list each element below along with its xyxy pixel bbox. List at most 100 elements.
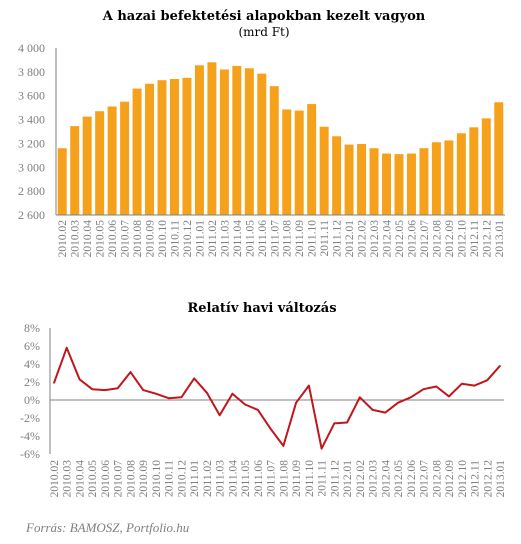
series-point <box>295 401 297 404</box>
line-y-tick-label: 2% <box>24 375 40 389</box>
bar-x-tick-label: 2010.08 <box>132 220 144 258</box>
series-point <box>448 395 450 398</box>
line-x-tick-label: 2010.06 <box>100 460 112 498</box>
series-point <box>308 384 310 387</box>
bar <box>257 73 267 216</box>
bar-x-tick-label: 2011.11 <box>319 220 331 257</box>
line-x-tick-label: 2010.05 <box>87 460 99 498</box>
line-x-tick-label: 2011.09 <box>291 460 303 497</box>
bar <box>481 118 491 215</box>
bar <box>107 106 117 215</box>
bar <box>282 109 292 215</box>
series-line <box>53 346 501 450</box>
bar-x-tick-label: 2011.02 <box>207 220 219 257</box>
line-x-tick-label: 2012.12 <box>482 460 494 498</box>
bar-x-tick-label: 2012.04 <box>382 220 394 258</box>
line-chart-title: Relatív havi változás <box>187 301 336 316</box>
line-x-tick-label: 2011.06 <box>253 460 265 497</box>
bar-x-tick-label: 2011.10 <box>307 220 319 257</box>
line-x-tick-label: 2012.02 <box>355 460 367 498</box>
series-point <box>371 409 374 411</box>
bar-x-tick-label: 2013.01 <box>494 220 506 258</box>
bar-x-tick-label: 2011.03 <box>219 220 231 257</box>
bar-x-tick-label: 2011.01 <box>194 220 206 257</box>
bar-y-tick-label: 3 400 <box>18 113 45 127</box>
series-point <box>282 445 285 447</box>
bar-x-tick-label: 2010.10 <box>157 220 169 258</box>
series-point <box>206 392 208 394</box>
series-point <box>65 347 68 349</box>
line-x-tick-label: 2011.05 <box>240 460 252 497</box>
bar-x-tick-label: 2012.07 <box>419 220 431 258</box>
line-x-tick-label: 2011.01 <box>189 460 201 497</box>
bar-x-tick-label: 2011.09 <box>294 220 306 257</box>
line-x-tick-label: 2011.10 <box>304 460 316 497</box>
series-point <box>155 392 157 395</box>
line-x-tick-label: 2010.12 <box>176 460 188 498</box>
line-x-tick-label: 2010.08 <box>125 460 137 498</box>
bar-x-tick-label: 2012.03 <box>369 220 381 258</box>
bar-y-tick-label: 3 000 <box>18 160 45 174</box>
bar <box>357 144 367 215</box>
line-y-tick-label: 6% <box>24 339 40 353</box>
bar-y-tick-label: 3 200 <box>18 136 45 150</box>
bar <box>120 101 130 215</box>
series-point <box>333 422 336 425</box>
bar <box>419 148 429 215</box>
bar-x-tick-label: 2012.02 <box>357 220 369 258</box>
bar-y-tick-label: 3 800 <box>18 65 45 79</box>
bar <box>82 116 92 215</box>
line-x-tick-label: 2012.07 <box>419 460 431 498</box>
series-point <box>91 388 94 391</box>
bar-x-tick-label: 2012.12 <box>481 220 493 258</box>
series-point <box>499 365 501 367</box>
line-x-tick-label: 2011.11 <box>317 460 329 497</box>
line-x-tick-label: 2012.01 <box>342 460 354 498</box>
bar-x-tick-label: 2010.04 <box>82 220 94 258</box>
series-point <box>129 371 132 373</box>
series-point <box>320 447 323 450</box>
bar <box>344 144 354 215</box>
bar <box>382 153 392 215</box>
bar-x-tick-label: 2012.08 <box>431 220 443 258</box>
series-point <box>116 387 119 390</box>
series-point <box>53 382 55 384</box>
bar <box>431 142 441 215</box>
bar-x-tick-label: 2010.02 <box>57 220 69 258</box>
bar-chart-title: A hazai befektetési alapokban kezelt vag… <box>102 9 426 24</box>
bar-y-tick-label: 4 000 <box>18 41 45 55</box>
bar <box>232 65 242 216</box>
series-point <box>244 403 246 406</box>
line-x-tick-label: 2012.11 <box>470 460 482 497</box>
series-point <box>218 414 221 417</box>
bar <box>494 102 504 215</box>
bar-x-tick-label: 2010.09 <box>145 220 157 258</box>
series-point <box>231 392 234 395</box>
bar-x-tick-label: 2011.05 <box>244 220 256 257</box>
series-point <box>167 397 170 400</box>
bar-chart: 2 600 2 800 3 000 3 200 3 400 3 600 3 800 4 000… <box>18 41 506 257</box>
source-note: Forrás: BAMOSZ, Portfolio.hu <box>25 520 190 535</box>
line-x-tick-label: 2010.04 <box>74 460 86 498</box>
bar <box>194 65 204 216</box>
bar <box>456 133 466 215</box>
line-x-tick-label: 2010.09 <box>138 460 150 498</box>
bar <box>406 153 416 215</box>
bar <box>70 126 80 215</box>
bar-x-tick-label: 2010.12 <box>182 220 194 258</box>
line-x-tick-label: 2010.03 <box>62 460 74 498</box>
line-y-tick-label: 8% <box>24 321 40 335</box>
series-point <box>359 396 361 399</box>
bar-x-tick-label: 2012.06 <box>406 220 418 258</box>
line-x-tick-label: 2012.09 <box>444 460 456 498</box>
bar-x-tick-label: 2010.05 <box>95 220 107 258</box>
line-x-tick-label: 2011.08 <box>278 460 290 497</box>
bar-x-tick-label: 2010.06 <box>107 220 119 258</box>
bar-x-tick-label: 2011.06 <box>257 220 269 257</box>
bar <box>95 111 105 215</box>
bar-chart-subtitle: (mrd Ft) <box>238 25 289 39</box>
line-y-tick-label: 0% <box>24 393 40 407</box>
line-x-tick-label: 2012.03 <box>368 460 380 498</box>
series-point <box>410 396 412 399</box>
bar-x-tick-label: 2010.07 <box>120 220 132 258</box>
